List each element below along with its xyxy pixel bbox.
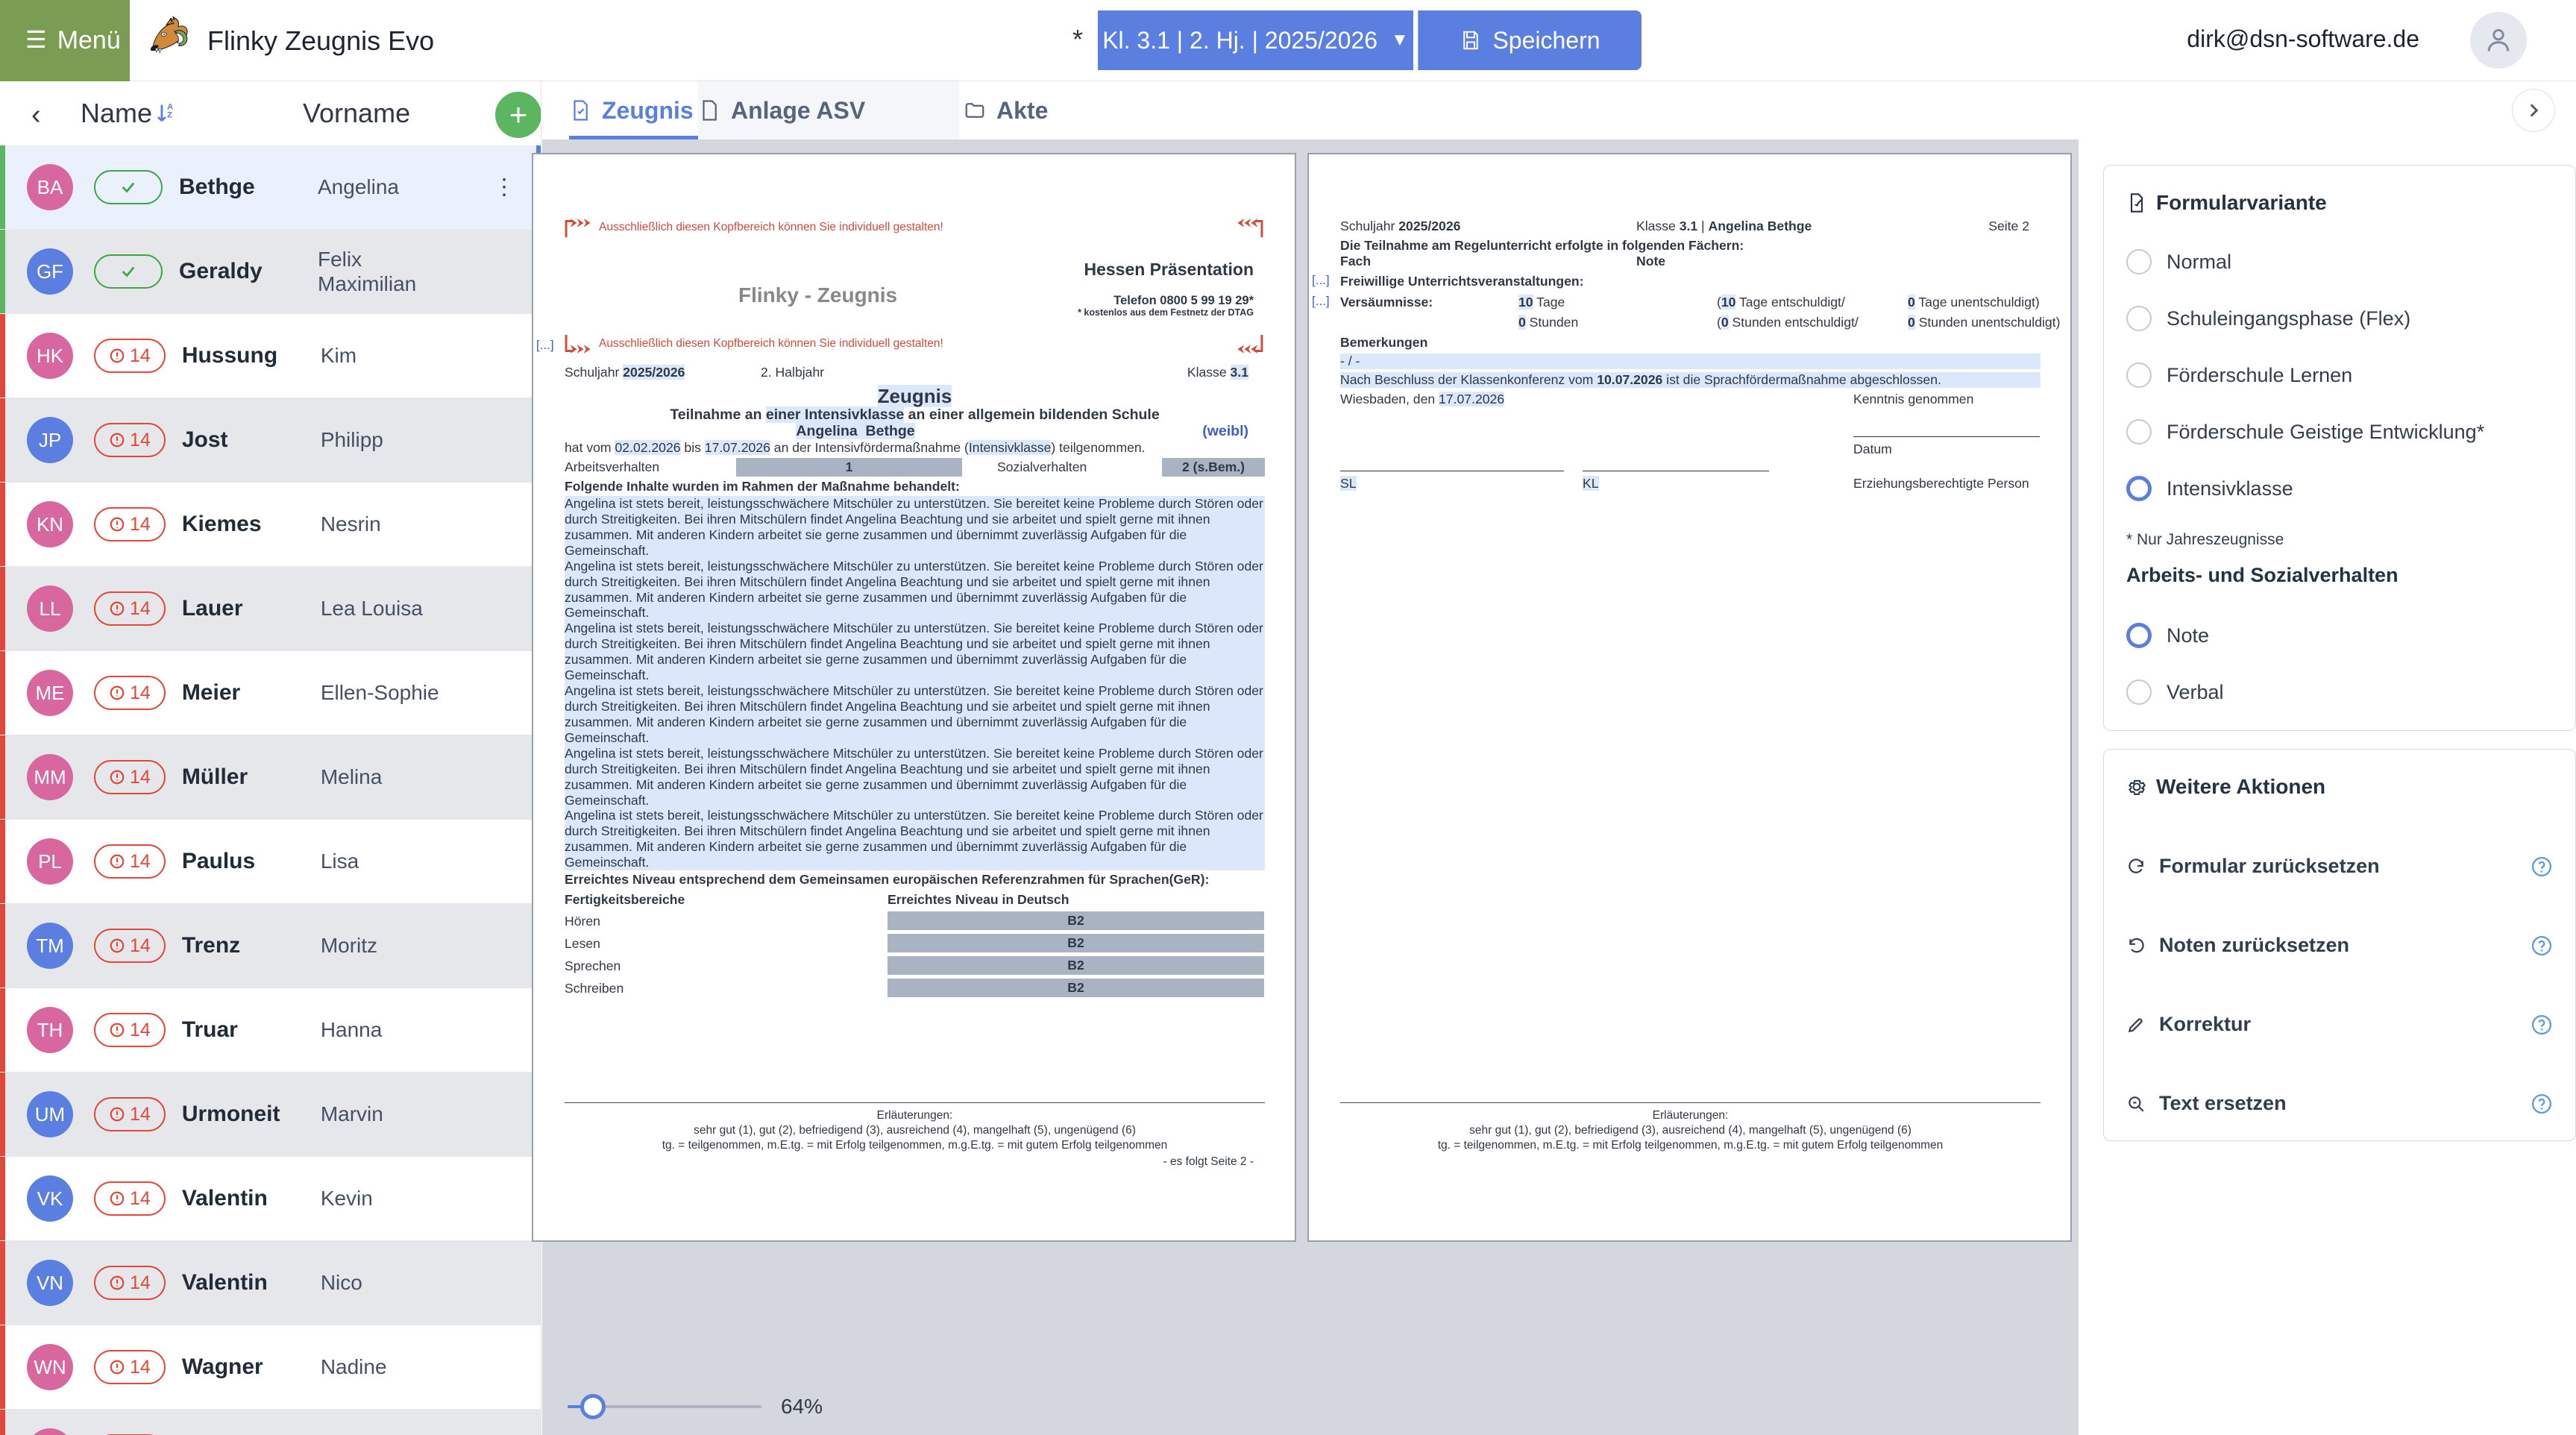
svg-text:A: A: [167, 102, 173, 111]
svg-text:Z: Z: [167, 111, 172, 120]
